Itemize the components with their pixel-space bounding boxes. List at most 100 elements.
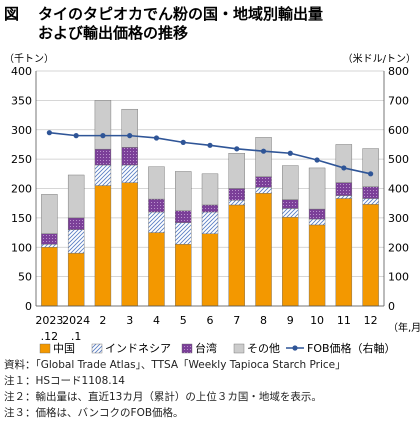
chart-title-line2: および輸出価格の推移: [38, 24, 188, 42]
legend-swatch: [233, 343, 245, 354]
bar-segment: [228, 153, 245, 189]
fob-price-point: [100, 133, 106, 139]
bar-segment: [121, 182, 138, 307]
x-tick-label: 6: [207, 314, 214, 327]
bar-segment: [282, 208, 299, 218]
x-tick-label: 5: [180, 314, 187, 327]
bar-segment: [255, 137, 272, 177]
bar-segment: [148, 166, 165, 200]
bar-segment: [175, 210, 192, 223]
bar-segment: [255, 187, 272, 194]
x-tick-label: 11: [337, 314, 351, 327]
bar-segment: [94, 148, 112, 166]
bar-segment: [148, 232, 165, 307]
legend-swatch: [91, 343, 103, 354]
y-right-tick-label: 400: [388, 183, 409, 196]
bar-segment: [255, 192, 272, 307]
y-left-tick-label: 0: [25, 300, 32, 313]
y-left-tick-label: 350: [11, 94, 32, 107]
y-left-tick-label: 300: [11, 124, 32, 137]
bar-segment: [148, 211, 165, 233]
bar-segment: [362, 148, 379, 187]
note-3: 注３：価格は、バンコクのFOB価格。: [4, 407, 184, 419]
bar-segment: [41, 194, 58, 234]
fob-price-point: [46, 130, 52, 136]
bar-segment: [201, 173, 219, 206]
fob-price-point: [368, 171, 374, 177]
y-right-tick-label: 300: [388, 212, 409, 225]
bar-segment: [41, 233, 58, 245]
legend-label: FOB価格（右軸）: [307, 341, 396, 355]
bar-segment: [41, 244, 58, 248]
bar-segment: [228, 204, 245, 307]
x-tick-label: 9: [287, 314, 294, 327]
fob-price-point: [341, 165, 347, 171]
y-left-tick-label: 400: [11, 65, 32, 78]
y-left-tick-label: 200: [11, 183, 32, 196]
bar-segment: [362, 198, 379, 205]
bar-segment: [335, 182, 353, 196]
y-right-axis-label: （米ドル/トン）: [343, 52, 416, 65]
fob-price-point: [180, 139, 186, 145]
bar-segment: [41, 247, 58, 307]
bar-segment: [335, 198, 353, 307]
bar-segment: [67, 217, 85, 230]
note-1: 注１：HSコード1108.14: [4, 375, 125, 387]
bar-segment: [335, 144, 353, 183]
bar-segment: [67, 229, 85, 254]
bar-segment: [201, 211, 219, 234]
y-left-tick-label: 100: [11, 241, 32, 254]
bar-segment: [94, 185, 112, 307]
fob-price-point: [314, 157, 320, 163]
source-note: 資料：「Global Trade Atlas」、TTSA「Weekly Tapi…: [4, 359, 346, 371]
bar-segment: [67, 252, 85, 307]
bar-segment: [121, 147, 138, 166]
legend-swatch: [181, 343, 193, 354]
bar-segment: [362, 186, 379, 199]
bar-segment: [67, 174, 85, 219]
chart-title-line1: タイのタピオカでん粉の国・地域別輸出量: [38, 5, 323, 23]
bar-segment: [335, 195, 353, 199]
bar-segment: [175, 244, 192, 307]
bar-segment: [121, 164, 138, 183]
bar-segment: [308, 208, 326, 220]
legend-swatch: [39, 343, 51, 354]
fob-price-point: [234, 146, 240, 152]
fob-price-point: [127, 133, 133, 139]
x-tick-label: 2024: [62, 314, 90, 327]
x-axis-unit: （年,月）: [388, 321, 420, 334]
x-tick-label-sub: .1: [71, 330, 82, 343]
x-tick-label: 7: [233, 314, 240, 327]
x-tick-label-sub: .12: [41, 330, 59, 343]
bar-segment: [308, 224, 326, 307]
bar-segment: [228, 200, 245, 206]
y-left-tick-label: 250: [11, 153, 32, 166]
fob-price-point: [287, 150, 293, 156]
bar-stacks: [41, 100, 379, 307]
bar-segment: [308, 167, 326, 210]
bar-segment: [201, 233, 219, 307]
fob-price-point: [73, 133, 79, 139]
x-tick-label: 4: [153, 314, 160, 327]
bar-segment: [282, 165, 299, 200]
bar-segment: [94, 164, 112, 186]
x-tick-label: 2: [99, 314, 106, 327]
x-tick-label: 10: [310, 314, 324, 327]
legend-label: 中国: [53, 342, 75, 355]
bar-segment: [148, 198, 165, 213]
figure-label: 図: [4, 5, 19, 23]
x-tick-label: 12: [364, 314, 378, 327]
legend-label: 台湾: [195, 341, 217, 355]
fob-price-point: [207, 142, 213, 148]
legend-marker: [292, 345, 298, 351]
bar-segment: [282, 217, 299, 307]
bar-segment: [121, 108, 138, 148]
legend-label: その他: [247, 342, 280, 355]
x-tick-label: 2023: [35, 314, 63, 327]
y-right-tick-label: 100: [388, 271, 409, 284]
bar-segment: [308, 218, 326, 226]
tick-labels: 0 50 100 150 200 250 300 350 400 0 100 200 300 400 500…: [11, 65, 409, 343]
bar-segment: [175, 171, 192, 212]
y-right-tick-label: 0: [388, 300, 395, 313]
